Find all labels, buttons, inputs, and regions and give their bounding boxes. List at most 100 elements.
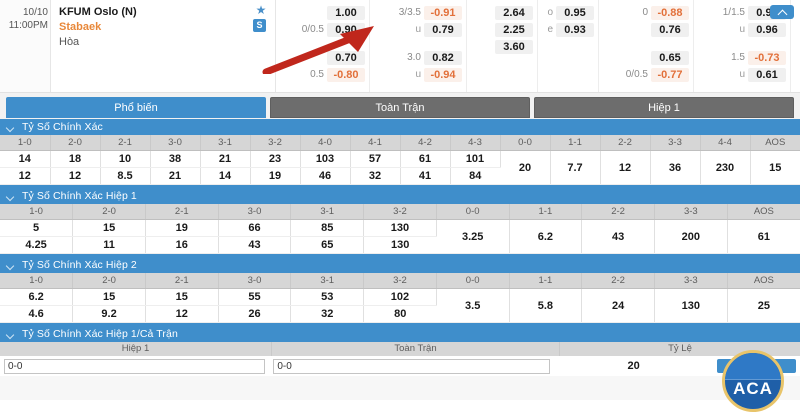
home-team-name[interactable]: KFUM Oslo (N): [59, 6, 137, 18]
odds-cell[interactable]: 21: [150, 167, 201, 185]
collapse-button[interactable]: [770, 5, 794, 20]
odds-value[interactable]: 0.90: [327, 22, 365, 37]
section-title-1: Tỷ Số Chính Xác Hiệp 1: [22, 190, 137, 202]
odds-cell[interactable]: 15: [72, 288, 146, 306]
odds-value[interactable]: 1.00: [327, 5, 365, 20]
odds-value[interactable]: -0.80: [327, 67, 365, 82]
odds-value[interactable]: 0.82: [424, 50, 462, 65]
odds-cell[interactable]: 12: [600, 150, 651, 185]
section-header-1[interactable]: Tỷ Số Chính Xác Hiệp 1: [0, 188, 800, 204]
odds-value[interactable]: -0.73: [748, 50, 786, 65]
odds-cell[interactable]: 4.6: [0, 305, 74, 323]
odds-cell[interactable]: 6.2: [509, 219, 583, 254]
odds-cell[interactable]: 36: [650, 150, 701, 185]
odds-cell[interactable]: 43: [581, 219, 655, 254]
odds-value[interactable]: 0.65: [651, 50, 689, 65]
odds-cell[interactable]: 15: [145, 288, 219, 306]
odds-cell[interactable]: 12: [0, 167, 51, 185]
odds-cell[interactable]: 61: [400, 150, 451, 168]
odds-cell[interactable]: 11: [72, 236, 146, 254]
odds-cell[interactable]: 230: [700, 150, 751, 185]
odds-cell[interactable]: 32: [290, 305, 365, 323]
odds-value[interactable]: 0.95: [556, 5, 594, 20]
odds-cell[interactable]: 12: [50, 167, 101, 185]
odds-cell[interactable]: 66: [218, 219, 292, 237]
odds-row: e 0.93: [542, 21, 594, 38]
odds-cell[interactable]: 130: [363, 219, 437, 237]
odds-cell[interactable]: 12: [145, 305, 219, 323]
tab-1[interactable]: Toàn Trận: [270, 97, 530, 118]
odds-cell[interactable]: 14: [0, 150, 51, 168]
odds-cell[interactable]: 26: [218, 305, 292, 323]
table-row: 12 12 8.5 21 14 19 46 32 41 84: [0, 167, 800, 185]
odds-cell[interactable]: 57: [350, 150, 401, 168]
odds-cell[interactable]: 5.8: [509, 288, 583, 323]
odds-cell[interactable]: 14: [200, 167, 251, 185]
odds-value[interactable]: 3.60: [495, 39, 533, 54]
away-team-name[interactable]: Stabaek: [59, 21, 102, 33]
odds-value[interactable]: 0.93: [556, 22, 594, 37]
htft-odds-value[interactable]: 20: [627, 360, 640, 372]
odds-cell[interactable]: 5: [0, 219, 74, 237]
odds-cell[interactable]: 102: [363, 288, 437, 306]
odds-cell[interactable]: 19: [145, 219, 219, 237]
odds-cell[interactable]: 3.25: [436, 219, 510, 254]
odds-cell[interactable]: 8.5: [100, 167, 151, 185]
odds-value[interactable]: 2.25: [495, 22, 533, 37]
odds-cell[interactable]: 7.7: [550, 150, 601, 185]
odds-cell[interactable]: 85: [290, 219, 365, 237]
odds-cell[interactable]: 84: [450, 167, 500, 185]
odds-value[interactable]: -0.91: [424, 5, 462, 20]
odds-cell[interactable]: 65: [290, 236, 365, 254]
tab-2[interactable]: Hiệp 1: [534, 97, 794, 118]
odds-cell[interactable]: 10: [100, 150, 151, 168]
odds-cell[interactable]: 38: [150, 150, 201, 168]
odds-cell[interactable]: 23: [250, 150, 301, 168]
odds-value[interactable]: 0.61: [748, 67, 786, 82]
odds-cell[interactable]: 25: [727, 288, 800, 323]
odds-value[interactable]: 0.76: [651, 22, 689, 37]
odds-cell[interactable]: 19: [250, 167, 301, 185]
htft-half-select[interactable]: 0-0: [4, 358, 266, 374]
odds-cell[interactable]: 4.25: [0, 236, 74, 254]
tab-0[interactable]: Phổ biến: [6, 97, 266, 118]
odds-cell[interactable]: 18: [50, 150, 101, 168]
odds-value[interactable]: -0.77: [651, 67, 689, 82]
section-header-htft[interactable]: Tỷ Số Chính Xác Hiệp 1/Cả Trận: [0, 326, 800, 342]
odds-value[interactable]: 0.79: [424, 22, 462, 37]
htft-col-odds: Tỷ Lệ: [668, 343, 692, 354]
htft-full-select[interactable]: 0-0: [273, 358, 551, 374]
odds-cell[interactable]: 21: [200, 150, 251, 168]
odds-cell[interactable]: 55: [218, 288, 292, 306]
odds-cell[interactable]: 61: [727, 219, 800, 254]
odds-cell[interactable]: 130: [363, 236, 437, 254]
odds-cell[interactable]: 103: [300, 150, 351, 168]
odds-value[interactable]: 0.70: [327, 50, 365, 65]
odds-cell[interactable]: 9.2: [72, 305, 146, 323]
odds-value[interactable]: -0.88: [651, 5, 689, 20]
odds-cell[interactable]: 20: [500, 150, 551, 185]
odds-cell[interactable]: 41: [400, 167, 451, 185]
odds-cell[interactable]: 32: [350, 167, 401, 185]
odds-cell[interactable]: 6.2: [0, 288, 74, 306]
odds-cell[interactable]: 24: [581, 288, 655, 323]
odds-cell[interactable]: 46: [300, 167, 351, 185]
odds-cell[interactable]: 53: [290, 288, 365, 306]
odds-cell[interactable]: 80: [363, 305, 437, 323]
odds-value[interactable]: 0.96: [748, 22, 786, 37]
odds-cell[interactable]: 16: [145, 236, 219, 254]
odds-cell[interactable]: 130: [654, 288, 728, 323]
odds-value[interactable]: -0.94: [424, 67, 462, 82]
stats-badge-icon[interactable]: S: [253, 19, 266, 32]
odds-value[interactable]: 2.64: [495, 5, 533, 20]
odds-cell[interactable]: 43: [218, 236, 292, 254]
section-header-0[interactable]: Tỷ Số Chính Xác: [0, 119, 800, 135]
odds-cell[interactable]: 3.5: [436, 288, 510, 323]
odds-cell[interactable]: 101: [450, 150, 501, 168]
odds-cell[interactable]: 15: [750, 150, 800, 185]
odds-cell[interactable]: 200: [654, 219, 728, 254]
table-header-row: 1-0 2-0 2-1 3-0 3-1 3-2 0-0 1-1 2-2 3-3 AOS: [0, 204, 800, 220]
star-icon[interactable]: ★: [255, 3, 267, 17]
odds-cell[interactable]: 15: [72, 219, 146, 237]
section-header-2[interactable]: Tỷ Số Chính Xác Hiệp 2: [0, 257, 800, 273]
